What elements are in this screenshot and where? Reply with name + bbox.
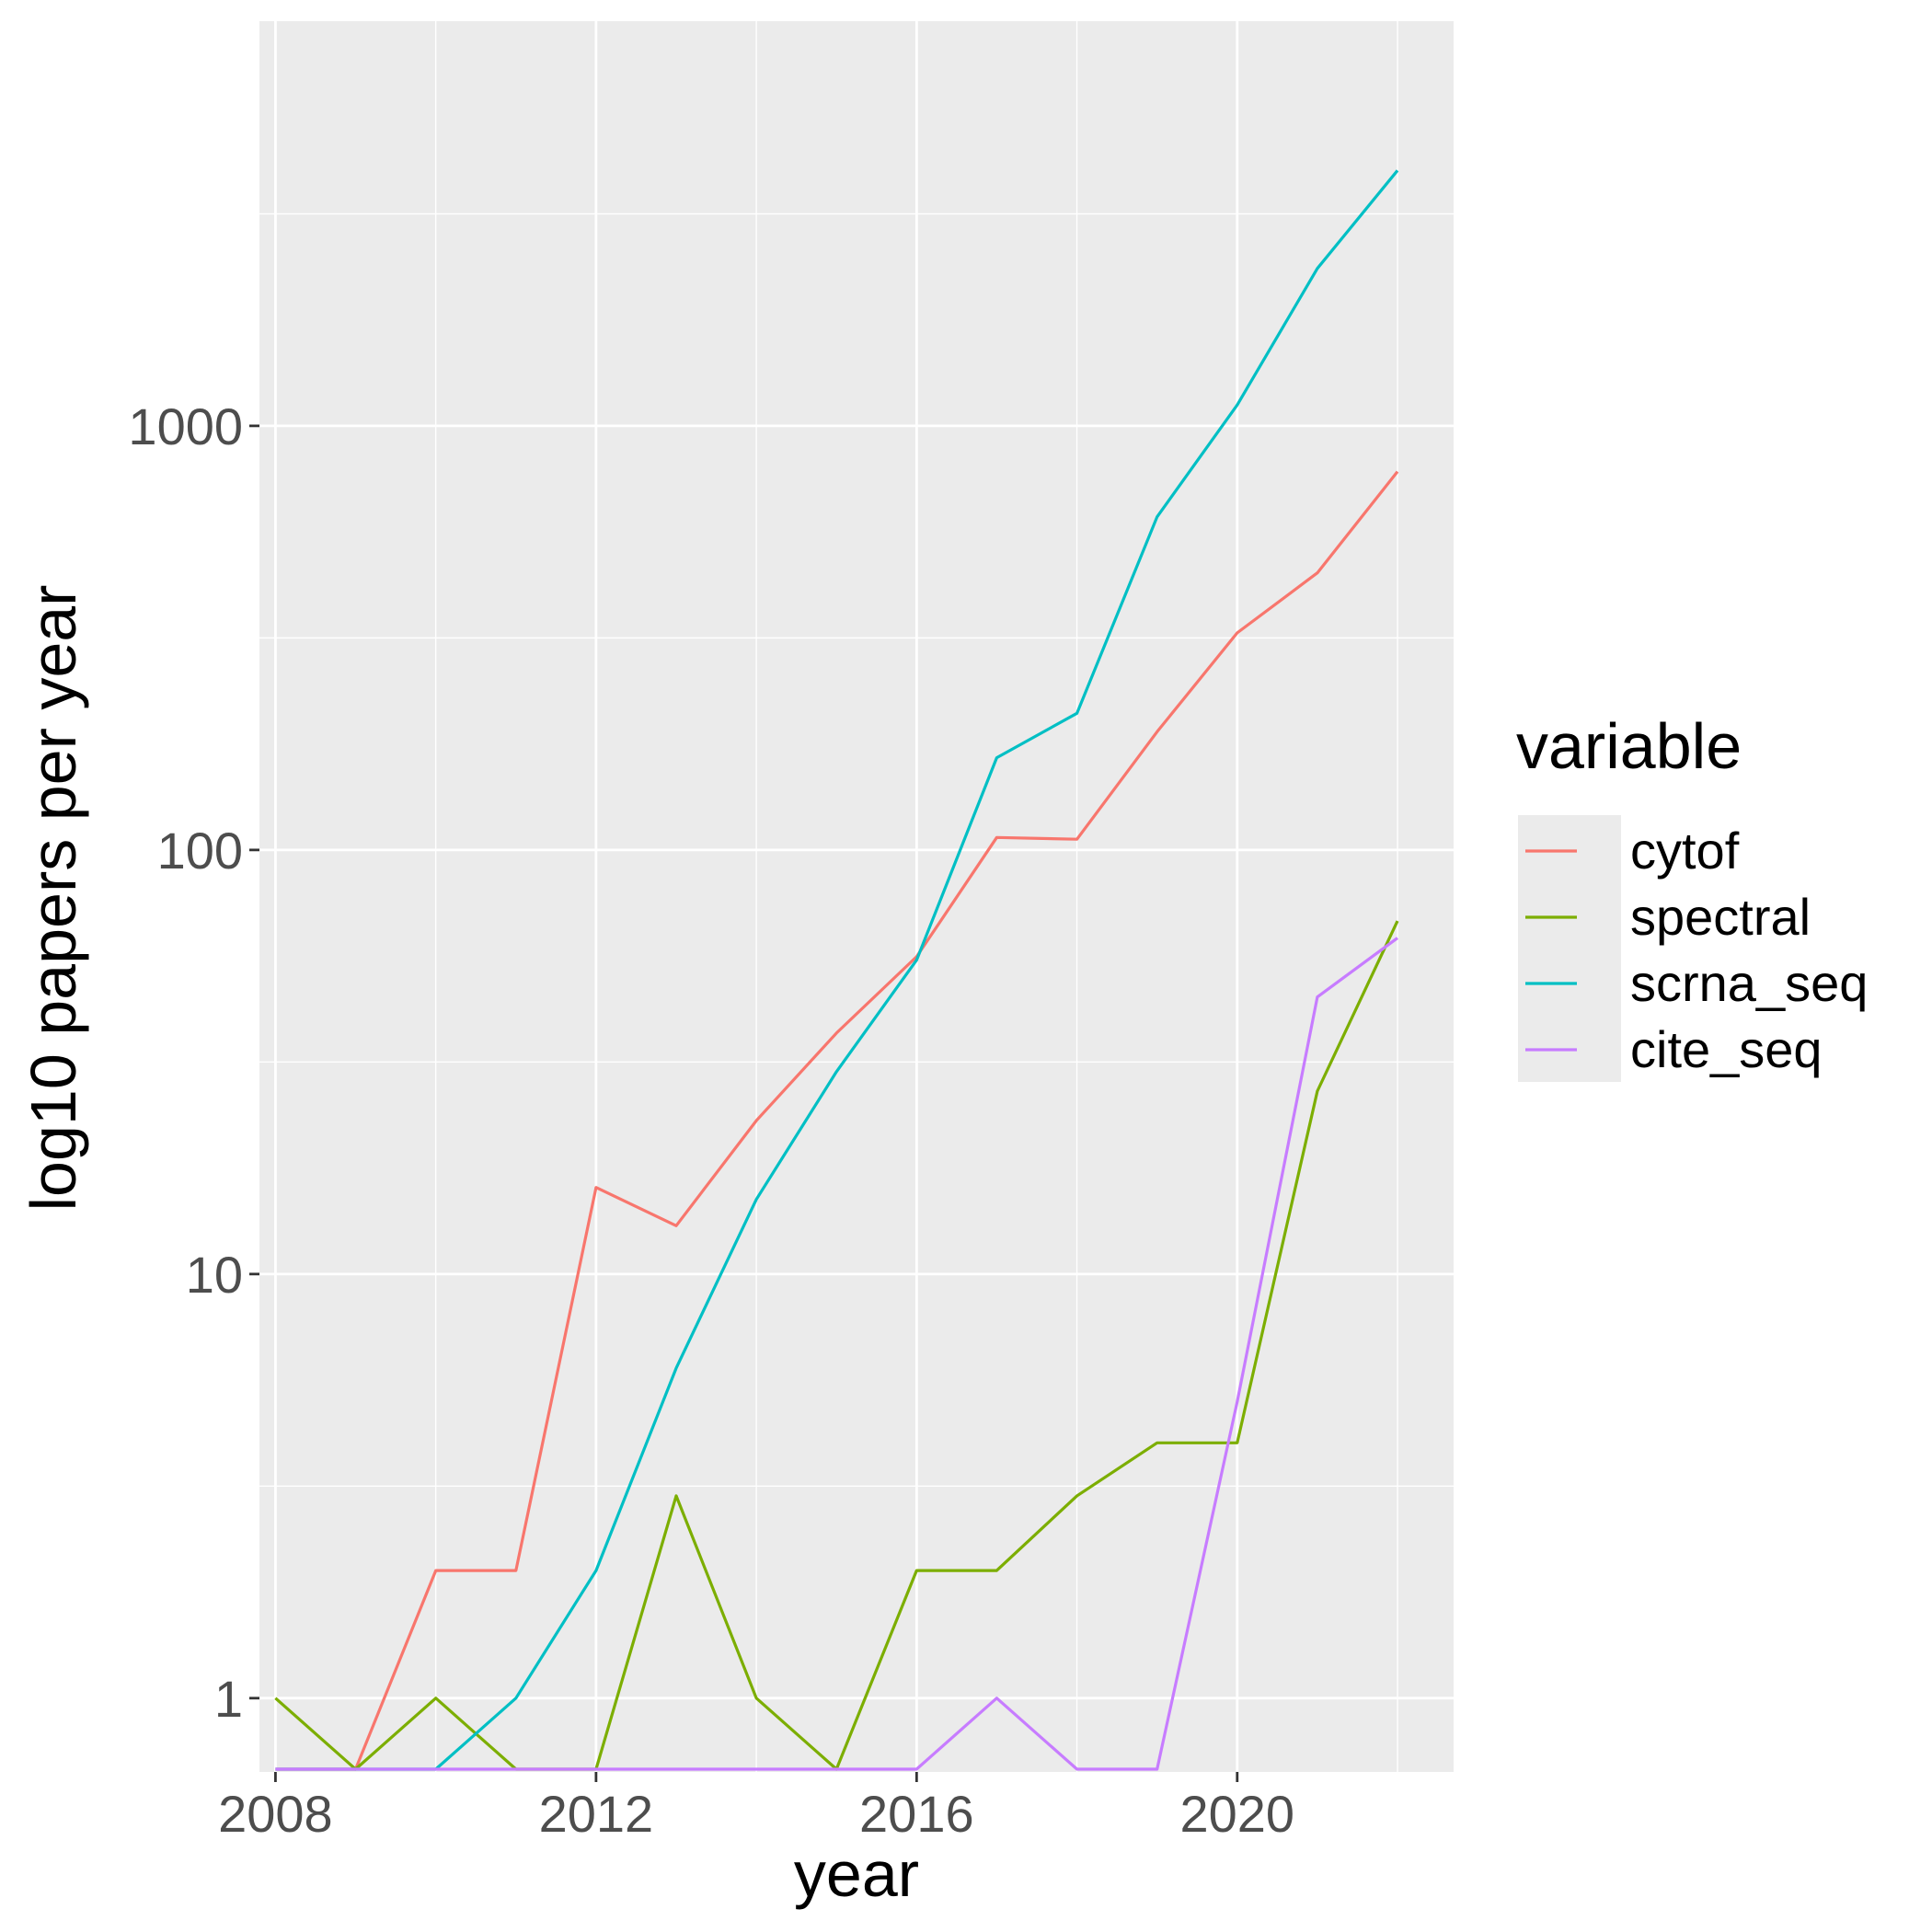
legend-title: variable — [1516, 710, 1742, 782]
legend-label-cytof: cytof — [1630, 822, 1740, 880]
x-axis-title: year — [794, 1838, 919, 1910]
grid-major — [259, 21, 1454, 1772]
series-line-cite-seq — [275, 937, 1398, 1771]
series-line-cytof — [275, 470, 1399, 1771]
legend-key-background — [1518, 815, 1621, 1082]
y-tick-label: 1000 — [128, 397, 243, 455]
legend-label-scrna-seq: scrna_seq — [1630, 954, 1868, 1012]
legend: variable cytof spectral scrna_seq cite_seq — [1516, 710, 1868, 1082]
x-tick-label: 2016 — [859, 1785, 974, 1843]
series-line-scrna-seq — [275, 169, 1399, 1771]
grid-minor — [259, 21, 1454, 1772]
x-tick-label: 2012 — [539, 1785, 654, 1843]
legend-label-spectral: spectral — [1630, 888, 1811, 946]
y-tick-label: 1 — [214, 1670, 243, 1728]
y-tick-label: 100 — [157, 822, 243, 880]
y-tick-label: 10 — [186, 1246, 243, 1304]
x-tick-label: 2020 — [1180, 1785, 1295, 1843]
x-axis: 2008 2012 2016 2020 — [218, 1772, 1294, 1843]
series-lines — [274, 169, 1399, 1771]
legend-items: cytof spectral scrna_seq cite_seq — [1525, 822, 1868, 1078]
legend-label-cite-seq: cite_seq — [1630, 1020, 1823, 1078]
y-axis-title: log10 papers per year — [17, 585, 89, 1212]
x-tick-label: 2008 — [218, 1785, 333, 1843]
plot-background — [259, 21, 1454, 1772]
y-axis: 1 10 100 1000 — [128, 397, 259, 1728]
